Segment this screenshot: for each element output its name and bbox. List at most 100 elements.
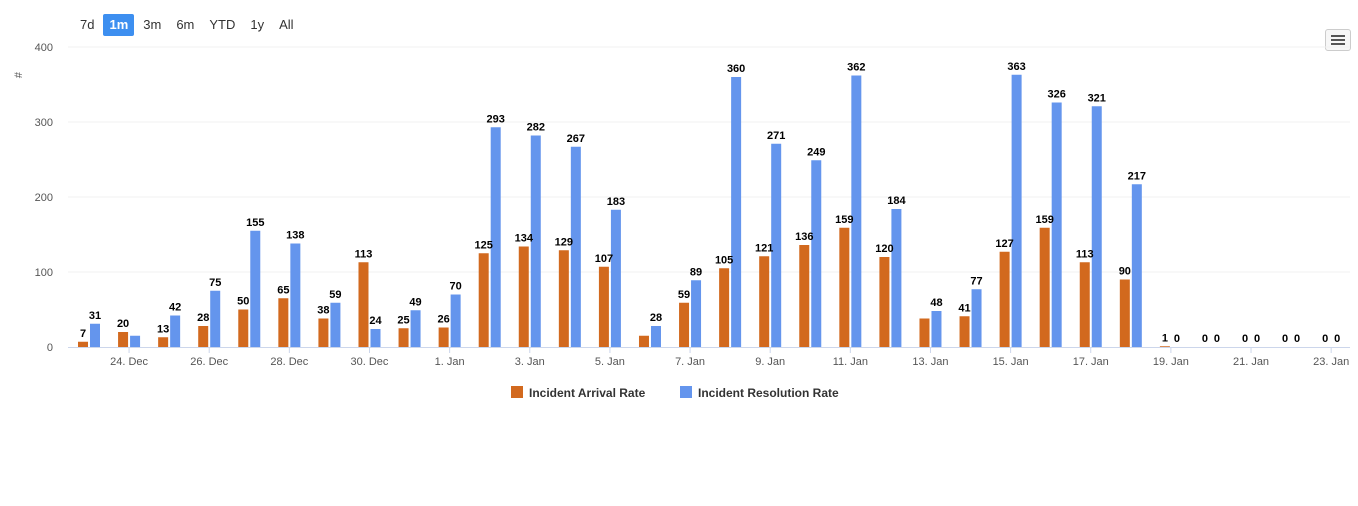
bar-resolution [1051, 102, 1062, 347]
hamburger-menu-icon [1331, 35, 1345, 37]
bar-arrival [118, 332, 129, 347]
data-label: 293 [487, 113, 505, 125]
data-label: 49 [409, 296, 421, 308]
bar-resolution [851, 75, 862, 347]
data-label: 113 [355, 248, 373, 260]
range-button-6m[interactable]: 6m [176, 17, 195, 32]
data-label: 136 [795, 231, 813, 243]
bar-resolution [891, 209, 902, 347]
data-label: 159 [1036, 214, 1054, 226]
data-label: 31 [89, 310, 101, 322]
hamburger-menu-icon-line [1331, 43, 1345, 45]
bar-resolution [90, 323, 100, 347]
x-tick-label: 24. Dec [110, 356, 148, 368]
bar-arrival [518, 246, 529, 347]
data-label: 134 [515, 233, 534, 245]
bar-arrival [598, 266, 609, 347]
bar-resolution [130, 335, 141, 347]
bar-resolution [410, 310, 421, 347]
y-tick-label: 400 [35, 42, 53, 54]
data-label: 129 [555, 236, 573, 248]
bar-arrival [438, 327, 449, 347]
bar-arrival [278, 298, 289, 347]
data-label: 1 [1162, 332, 1168, 344]
legend-label: Incident Resolution Rate [698, 386, 839, 400]
range-button-1y[interactable]: 1y [250, 17, 265, 32]
range-button-all[interactable]: All [279, 17, 294, 32]
data-label: 70 [450, 281, 462, 293]
range-button-ytd[interactable]: YTD [209, 17, 236, 32]
data-label: 0 [1254, 333, 1260, 345]
range-selector: 7d 1m 3m 6m YTD 1y All [74, 14, 303, 36]
data-label: 26 [438, 314, 450, 326]
bar-arrival [679, 302, 690, 347]
bar-resolution [330, 302, 341, 347]
data-label: 90 [1119, 266, 1131, 278]
x-axis: 24. Dec 26. Dec 28. Dec 30. Dec 1. Jan 3. Jan… [68, 347, 1350, 368]
bar-arrival [1079, 262, 1090, 347]
data-label: 107 [595, 253, 613, 265]
y-tick-label: 0 [47, 342, 53, 354]
chart-menu-button[interactable] [1325, 29, 1351, 51]
hamburger-menu-icon-line [1331, 39, 1345, 41]
x-tick-label: 13. Jan [912, 356, 948, 368]
data-label: 38 [317, 305, 329, 317]
data-label: 282 [527, 122, 545, 134]
range-button-7d[interactable]: 7d [80, 17, 95, 32]
data-label: 75 [209, 277, 221, 289]
data-label: 65 [277, 284, 289, 296]
x-tick-label: 15. Jan [993, 356, 1029, 368]
bar-resolution [1131, 184, 1142, 347]
data-label: 0 [1322, 333, 1328, 345]
x-tick-label: 9. Jan [755, 356, 785, 368]
data-label: 121 [755, 242, 773, 254]
data-label: 127 [995, 238, 1013, 250]
bar-arrival [478, 253, 489, 347]
bar-resolution [691, 280, 702, 347]
grid-lines [68, 46, 1350, 273]
data-label: 113 [1076, 248, 1094, 260]
data-label: 271 [767, 130, 785, 142]
x-tick-label: 21. Jan [1233, 356, 1269, 368]
x-tick-label: 28. Dec [270, 356, 308, 368]
bar-resolution [731, 77, 742, 347]
data-label: 120 [875, 243, 893, 255]
data-label: 360 [727, 63, 745, 75]
x-tick-label: 3. Jan [515, 356, 545, 368]
y-tick-label: 300 [35, 117, 53, 129]
x-tick-label: 19. Jan [1153, 356, 1189, 368]
data-label: 0 [1294, 333, 1300, 345]
bar-arrival [358, 262, 369, 347]
data-label: 183 [607, 196, 625, 208]
bar-resolution [811, 160, 822, 347]
data-label: 321 [1088, 92, 1106, 104]
x-tick-label: 30. Dec [351, 356, 389, 368]
bar-arrival [719, 268, 730, 347]
data-label: 59 [329, 289, 341, 301]
data-label: 363 [1007, 61, 1025, 73]
bar-arrival [959, 316, 970, 347]
x-tick-label: 11. Jan [833, 356, 868, 368]
bar-arrival [318, 318, 329, 347]
bar-resolution [370, 329, 381, 347]
bar-resolution [931, 311, 942, 347]
bar-arrival [198, 326, 209, 347]
range-button-1m[interactable]: 1m [103, 14, 135, 36]
x-tick-label: 17. Jan [1073, 356, 1109, 368]
data-label: 362 [847, 62, 865, 74]
bar-arrival [999, 251, 1010, 347]
data-label: 0 [1334, 333, 1340, 345]
bar-resolution [1091, 106, 1102, 347]
bar-resolution [450, 294, 461, 347]
data-label: 155 [246, 217, 264, 229]
range-button-3m[interactable]: 3m [143, 17, 162, 32]
data-label: 25 [397, 314, 409, 326]
y-axis: 0 100 200 300 400 [35, 42, 53, 354]
legend-item-resolution[interactable]: Incident Resolution Rate [680, 386, 839, 400]
y-axis-title: # [13, 71, 25, 78]
data-label: 41 [958, 302, 970, 314]
legend-swatch [680, 386, 692, 398]
bar-resolution [290, 243, 301, 347]
legend-item-arrival[interactable]: Incident Arrival Rate [511, 386, 646, 400]
